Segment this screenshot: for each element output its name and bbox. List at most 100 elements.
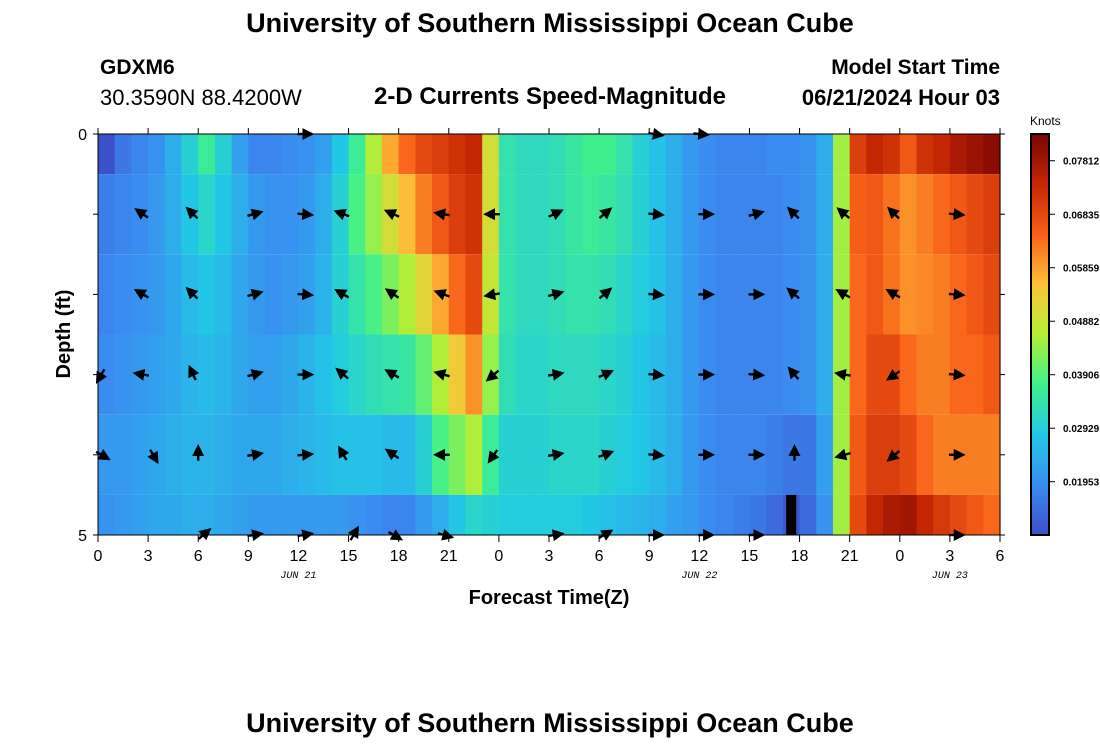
heatmap-cell bbox=[565, 334, 583, 415]
heatmap-cell bbox=[866, 494, 884, 535]
heatmap-cell bbox=[365, 414, 383, 495]
heatmap-cell bbox=[348, 174, 366, 255]
x-tick-label: 3 bbox=[945, 548, 954, 565]
heatmap-cell bbox=[883, 254, 901, 335]
heatmap-cell bbox=[665, 494, 684, 535]
heatmap-cell bbox=[599, 254, 617, 335]
heatmap-cell bbox=[632, 334, 650, 415]
heatmap-cell bbox=[248, 134, 266, 175]
current-vector bbox=[787, 366, 800, 380]
heatmap-cell bbox=[632, 494, 650, 535]
heatmap-cell bbox=[782, 174, 801, 255]
heatmap-cell bbox=[114, 414, 132, 495]
heatmap-cell bbox=[966, 134, 984, 175]
heatmap-cell bbox=[348, 414, 366, 495]
heatmap-cell bbox=[498, 494, 517, 535]
current-vector bbox=[247, 449, 265, 461]
heatmap-cell bbox=[181, 174, 199, 255]
current-vector bbox=[598, 207, 613, 220]
x-axis-label: Forecast Time(Z) bbox=[469, 587, 630, 609]
heatmap-cell bbox=[231, 494, 249, 535]
heatmap-cell bbox=[214, 254, 233, 335]
current-vector bbox=[185, 286, 199, 300]
heatmap-cell bbox=[181, 414, 199, 495]
heatmap-cell bbox=[265, 494, 283, 535]
x-tick-label: 0 bbox=[494, 548, 503, 565]
heatmap-cell bbox=[532, 134, 550, 175]
colorbar-tick-label: 0.07812 bbox=[1063, 157, 1100, 168]
heatmap-cell bbox=[749, 494, 767, 535]
heatmap-cell bbox=[883, 334, 901, 415]
heatmap-cell bbox=[98, 174, 116, 255]
current-vector bbox=[384, 448, 400, 461]
current-vector bbox=[598, 369, 614, 381]
heatmap-cell bbox=[114, 334, 132, 415]
heatmap-cell bbox=[966, 334, 984, 415]
heatmap-cell bbox=[933, 414, 951, 495]
heatmap-cell bbox=[682, 174, 700, 255]
heatmap-cell bbox=[983, 254, 1001, 335]
chart-title: University of Southern Mississippi Ocean… bbox=[246, 8, 854, 38]
heatmap-cell bbox=[782, 254, 801, 335]
current-vector bbox=[297, 448, 315, 461]
heatmap-cell bbox=[933, 334, 951, 415]
current-vector bbox=[886, 449, 901, 462]
heatmap-cell bbox=[432, 494, 450, 535]
current-vector bbox=[835, 289, 851, 301]
heatmap-cell bbox=[465, 494, 483, 535]
heatmap-cell bbox=[214, 334, 233, 415]
heatmap-cell bbox=[682, 414, 700, 495]
y-axis-label: Depth (ft) bbox=[53, 290, 75, 379]
current-vector bbox=[833, 368, 851, 381]
heatmap-cell bbox=[482, 414, 500, 495]
heatmap-cell bbox=[214, 414, 233, 495]
current-vector bbox=[483, 288, 501, 301]
heatmap-cell bbox=[799, 174, 817, 255]
heatmap-cell bbox=[398, 494, 416, 535]
current-vector bbox=[247, 288, 264, 301]
x-tick-label: 6 bbox=[194, 548, 203, 565]
heatmap-cell bbox=[699, 494, 717, 535]
heatmap-cell bbox=[782, 334, 801, 415]
x-tick-label: 18 bbox=[390, 548, 408, 565]
heatmap-cell bbox=[582, 494, 600, 535]
heatmap-cell bbox=[114, 174, 132, 255]
heatmap-cell bbox=[599, 494, 617, 535]
heatmap-cell bbox=[265, 334, 283, 415]
heatmap-cell bbox=[716, 174, 734, 255]
heatmap-cell bbox=[966, 494, 984, 535]
heatmap-cell bbox=[983, 334, 1001, 415]
heatmap-cell bbox=[549, 134, 567, 175]
heatmap-cell bbox=[665, 174, 684, 255]
x-tick-label: 15 bbox=[340, 548, 358, 565]
heatmap-cell bbox=[933, 134, 951, 175]
heatmap-cell bbox=[866, 414, 884, 495]
heatmap-cell bbox=[415, 334, 433, 415]
heatmap-cell bbox=[983, 134, 1001, 175]
current-vector bbox=[598, 449, 615, 461]
heatmap-cell bbox=[766, 254, 784, 335]
heatmap-cell bbox=[398, 254, 416, 335]
heatmap-cell bbox=[866, 334, 884, 415]
heatmap-cell bbox=[381, 174, 400, 255]
current-vector bbox=[297, 208, 315, 221]
colorbar-unit-label: Knots bbox=[1030, 114, 1061, 128]
heatmap-cell bbox=[465, 254, 483, 335]
heatmap-cell bbox=[448, 254, 467, 335]
heatmap-cell bbox=[315, 174, 333, 255]
heatmap-cell bbox=[515, 494, 533, 535]
heatmap-cell bbox=[849, 334, 867, 415]
current-vector bbox=[333, 208, 350, 221]
heatmap-cell bbox=[148, 414, 166, 495]
current-vector bbox=[384, 288, 400, 301]
heatmap-cell bbox=[498, 254, 517, 335]
heatmap-cell bbox=[732, 334, 751, 415]
x-tick-label: 3 bbox=[545, 548, 554, 565]
heatmap-cell bbox=[816, 334, 834, 415]
heatmap-cell bbox=[331, 254, 350, 335]
heatmap-cell bbox=[916, 494, 934, 535]
heatmap-cell bbox=[532, 414, 550, 495]
heatmap-cell bbox=[849, 414, 867, 495]
heatmap-cell bbox=[164, 334, 183, 415]
